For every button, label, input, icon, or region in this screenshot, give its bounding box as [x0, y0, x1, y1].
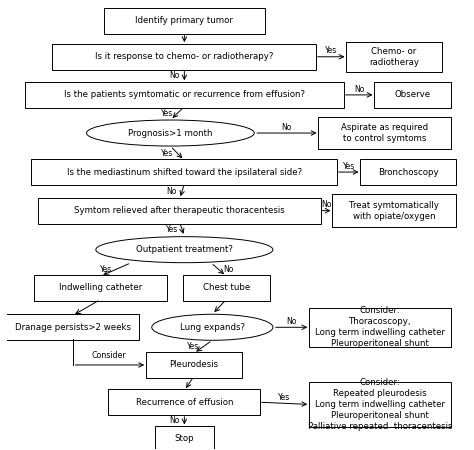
- Text: No: No: [282, 123, 292, 132]
- FancyBboxPatch shape: [346, 42, 442, 72]
- Text: Yes: Yes: [325, 46, 337, 55]
- Text: Identify primary tumor: Identify primary tumor: [136, 16, 233, 25]
- Text: Prognosis>1 month: Prognosis>1 month: [128, 129, 213, 138]
- Text: Consider:
Thoracoscopy,
Long term indwelling catheter
Pleuroperitoneal shunt: Consider: Thoracoscopy, Long term indwel…: [315, 306, 445, 348]
- FancyBboxPatch shape: [104, 8, 265, 34]
- Text: Yes: Yes: [343, 162, 355, 171]
- FancyBboxPatch shape: [332, 194, 456, 227]
- Text: Yes: Yes: [161, 148, 173, 157]
- Text: Is the mediastinum shifted toward the ipsilateral side?: Is the mediastinum shifted toward the ip…: [67, 167, 302, 176]
- Text: No: No: [169, 416, 179, 425]
- Text: Bronchoscopy: Bronchoscopy: [378, 167, 438, 176]
- Text: No: No: [166, 187, 177, 196]
- Text: Consider: Consider: [91, 351, 126, 360]
- FancyBboxPatch shape: [360, 159, 456, 185]
- Text: Outpatient treatment?: Outpatient treatment?: [136, 245, 233, 254]
- FancyBboxPatch shape: [6, 314, 139, 340]
- Text: Symtom relieved after therapeutic thoracentesis: Symtom relieved after therapeutic thorac…: [74, 206, 285, 215]
- Text: No: No: [224, 265, 234, 274]
- Text: Is it response to chemo- or radiotherapy?: Is it response to chemo- or radiotherapy…: [95, 52, 273, 61]
- Text: Consider:
Repeated pleurodesis
Long term indwelling catheter
Pleuroperitoneal sh: Consider: Repeated pleurodesis Long term…: [308, 378, 452, 431]
- FancyBboxPatch shape: [31, 159, 337, 185]
- Text: Observe: Observe: [395, 90, 431, 99]
- FancyBboxPatch shape: [309, 308, 451, 346]
- Text: Yes: Yes: [165, 225, 178, 234]
- FancyBboxPatch shape: [374, 82, 451, 108]
- FancyBboxPatch shape: [34, 275, 167, 301]
- Text: Chest tube: Chest tube: [203, 284, 250, 292]
- Text: No: No: [321, 200, 332, 209]
- Text: Aspirate as required
to control symtoms: Aspirate as required to control symtoms: [341, 123, 428, 143]
- FancyBboxPatch shape: [53, 44, 316, 70]
- FancyBboxPatch shape: [318, 117, 451, 149]
- Text: No: No: [286, 317, 297, 326]
- Ellipse shape: [86, 120, 254, 146]
- Text: Treat symtomatically
with opiate/oxygen: Treat symtomatically with opiate/oxygen: [349, 201, 439, 220]
- Text: Chemo- or
radiotheray: Chemo- or radiotheray: [369, 47, 419, 67]
- Text: Dranage persists>2 weeks: Dranage persists>2 weeks: [15, 323, 130, 332]
- FancyBboxPatch shape: [309, 382, 451, 427]
- FancyBboxPatch shape: [155, 426, 214, 450]
- Text: Yes: Yes: [161, 109, 173, 118]
- Text: No: No: [169, 72, 179, 81]
- Text: Yes: Yes: [187, 342, 199, 351]
- FancyBboxPatch shape: [38, 198, 321, 224]
- Ellipse shape: [152, 314, 273, 340]
- Text: Pleurodesis: Pleurodesis: [169, 360, 218, 369]
- Text: Yes: Yes: [100, 265, 112, 274]
- Text: Is the patients symtomatic or recurrence from effusion?: Is the patients symtomatic or recurrence…: [64, 90, 305, 99]
- Text: Yes: Yes: [278, 393, 291, 402]
- FancyBboxPatch shape: [109, 389, 260, 415]
- Text: Lung expands?: Lung expands?: [180, 323, 245, 332]
- FancyBboxPatch shape: [25, 82, 344, 108]
- FancyBboxPatch shape: [183, 275, 270, 301]
- Text: Recurrence of effusion: Recurrence of effusion: [136, 398, 233, 407]
- Ellipse shape: [96, 237, 273, 263]
- Text: Stop: Stop: [174, 434, 194, 443]
- Text: No: No: [354, 85, 365, 94]
- Text: Indwelling catheter: Indwelling catheter: [59, 284, 142, 292]
- FancyBboxPatch shape: [146, 352, 242, 378]
